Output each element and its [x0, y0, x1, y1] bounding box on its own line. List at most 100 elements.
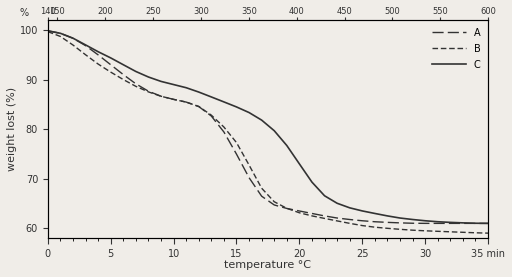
A	[57, 32, 63, 35]
B	[435, 230, 441, 233]
B	[108, 70, 114, 74]
C	[133, 70, 139, 73]
C	[309, 181, 315, 184]
C	[473, 222, 479, 225]
B	[473, 231, 479, 234]
B	[95, 62, 101, 66]
A	[246, 176, 252, 179]
A	[221, 130, 227, 134]
A	[296, 209, 303, 213]
A	[397, 221, 403, 225]
B	[359, 224, 366, 227]
C	[435, 220, 441, 224]
C	[372, 212, 378, 215]
B	[385, 227, 391, 230]
A	[170, 98, 177, 101]
Line: B: B	[48, 32, 488, 233]
B	[284, 207, 290, 210]
C	[259, 119, 265, 122]
B	[246, 163, 252, 167]
B	[334, 219, 340, 222]
A	[359, 219, 366, 222]
B	[183, 101, 189, 104]
Text: %: %	[19, 8, 28, 18]
B	[70, 43, 76, 47]
B	[82, 53, 89, 57]
A	[410, 222, 416, 225]
B	[57, 35, 63, 38]
Line: C: C	[48, 31, 488, 223]
B	[422, 229, 428, 232]
B	[397, 228, 403, 231]
X-axis label: temperature °C: temperature °C	[224, 260, 311, 270]
B	[120, 78, 126, 81]
A	[120, 73, 126, 76]
A	[196, 105, 202, 108]
A	[108, 63, 114, 66]
B	[233, 141, 240, 144]
C	[322, 194, 328, 198]
A	[233, 152, 240, 156]
C	[95, 50, 101, 53]
C	[284, 144, 290, 147]
C	[359, 209, 366, 212]
B	[221, 125, 227, 129]
C	[208, 95, 215, 99]
B	[309, 214, 315, 217]
C	[70, 37, 76, 40]
C	[57, 32, 63, 35]
B	[485, 232, 491, 235]
C	[460, 221, 466, 225]
A	[385, 221, 391, 224]
C	[183, 86, 189, 89]
C	[120, 63, 126, 66]
A	[422, 222, 428, 225]
A	[485, 222, 491, 225]
A	[183, 101, 189, 104]
C	[196, 90, 202, 94]
B	[208, 114, 215, 117]
B	[133, 85, 139, 88]
C	[385, 214, 391, 217]
A	[145, 89, 152, 93]
B	[447, 230, 454, 234]
C	[233, 105, 240, 109]
B	[158, 95, 164, 98]
A	[133, 82, 139, 86]
B	[196, 105, 202, 108]
B	[347, 222, 353, 225]
A	[158, 94, 164, 98]
A	[95, 53, 101, 57]
A	[447, 222, 454, 225]
B	[170, 98, 177, 101]
C	[422, 219, 428, 222]
B	[45, 30, 51, 33]
C	[271, 129, 278, 132]
C	[45, 29, 51, 32]
B	[271, 200, 278, 203]
B	[410, 229, 416, 232]
A	[208, 114, 215, 118]
C	[397, 216, 403, 220]
C	[347, 206, 353, 209]
C	[170, 83, 177, 86]
A	[271, 203, 278, 207]
Legend: A, B, C: A, B, C	[429, 25, 483, 73]
A	[259, 194, 265, 198]
A	[435, 222, 441, 225]
B	[372, 225, 378, 229]
C	[145, 75, 152, 79]
B	[460, 231, 466, 234]
B	[259, 186, 265, 190]
C	[108, 56, 114, 60]
Line: A: A	[48, 31, 488, 223]
A	[309, 212, 315, 215]
C	[485, 222, 491, 225]
C	[246, 111, 252, 114]
C	[447, 221, 454, 224]
A	[460, 222, 466, 225]
A	[334, 216, 340, 220]
A	[70, 37, 76, 40]
A	[322, 214, 328, 217]
A	[284, 207, 290, 210]
